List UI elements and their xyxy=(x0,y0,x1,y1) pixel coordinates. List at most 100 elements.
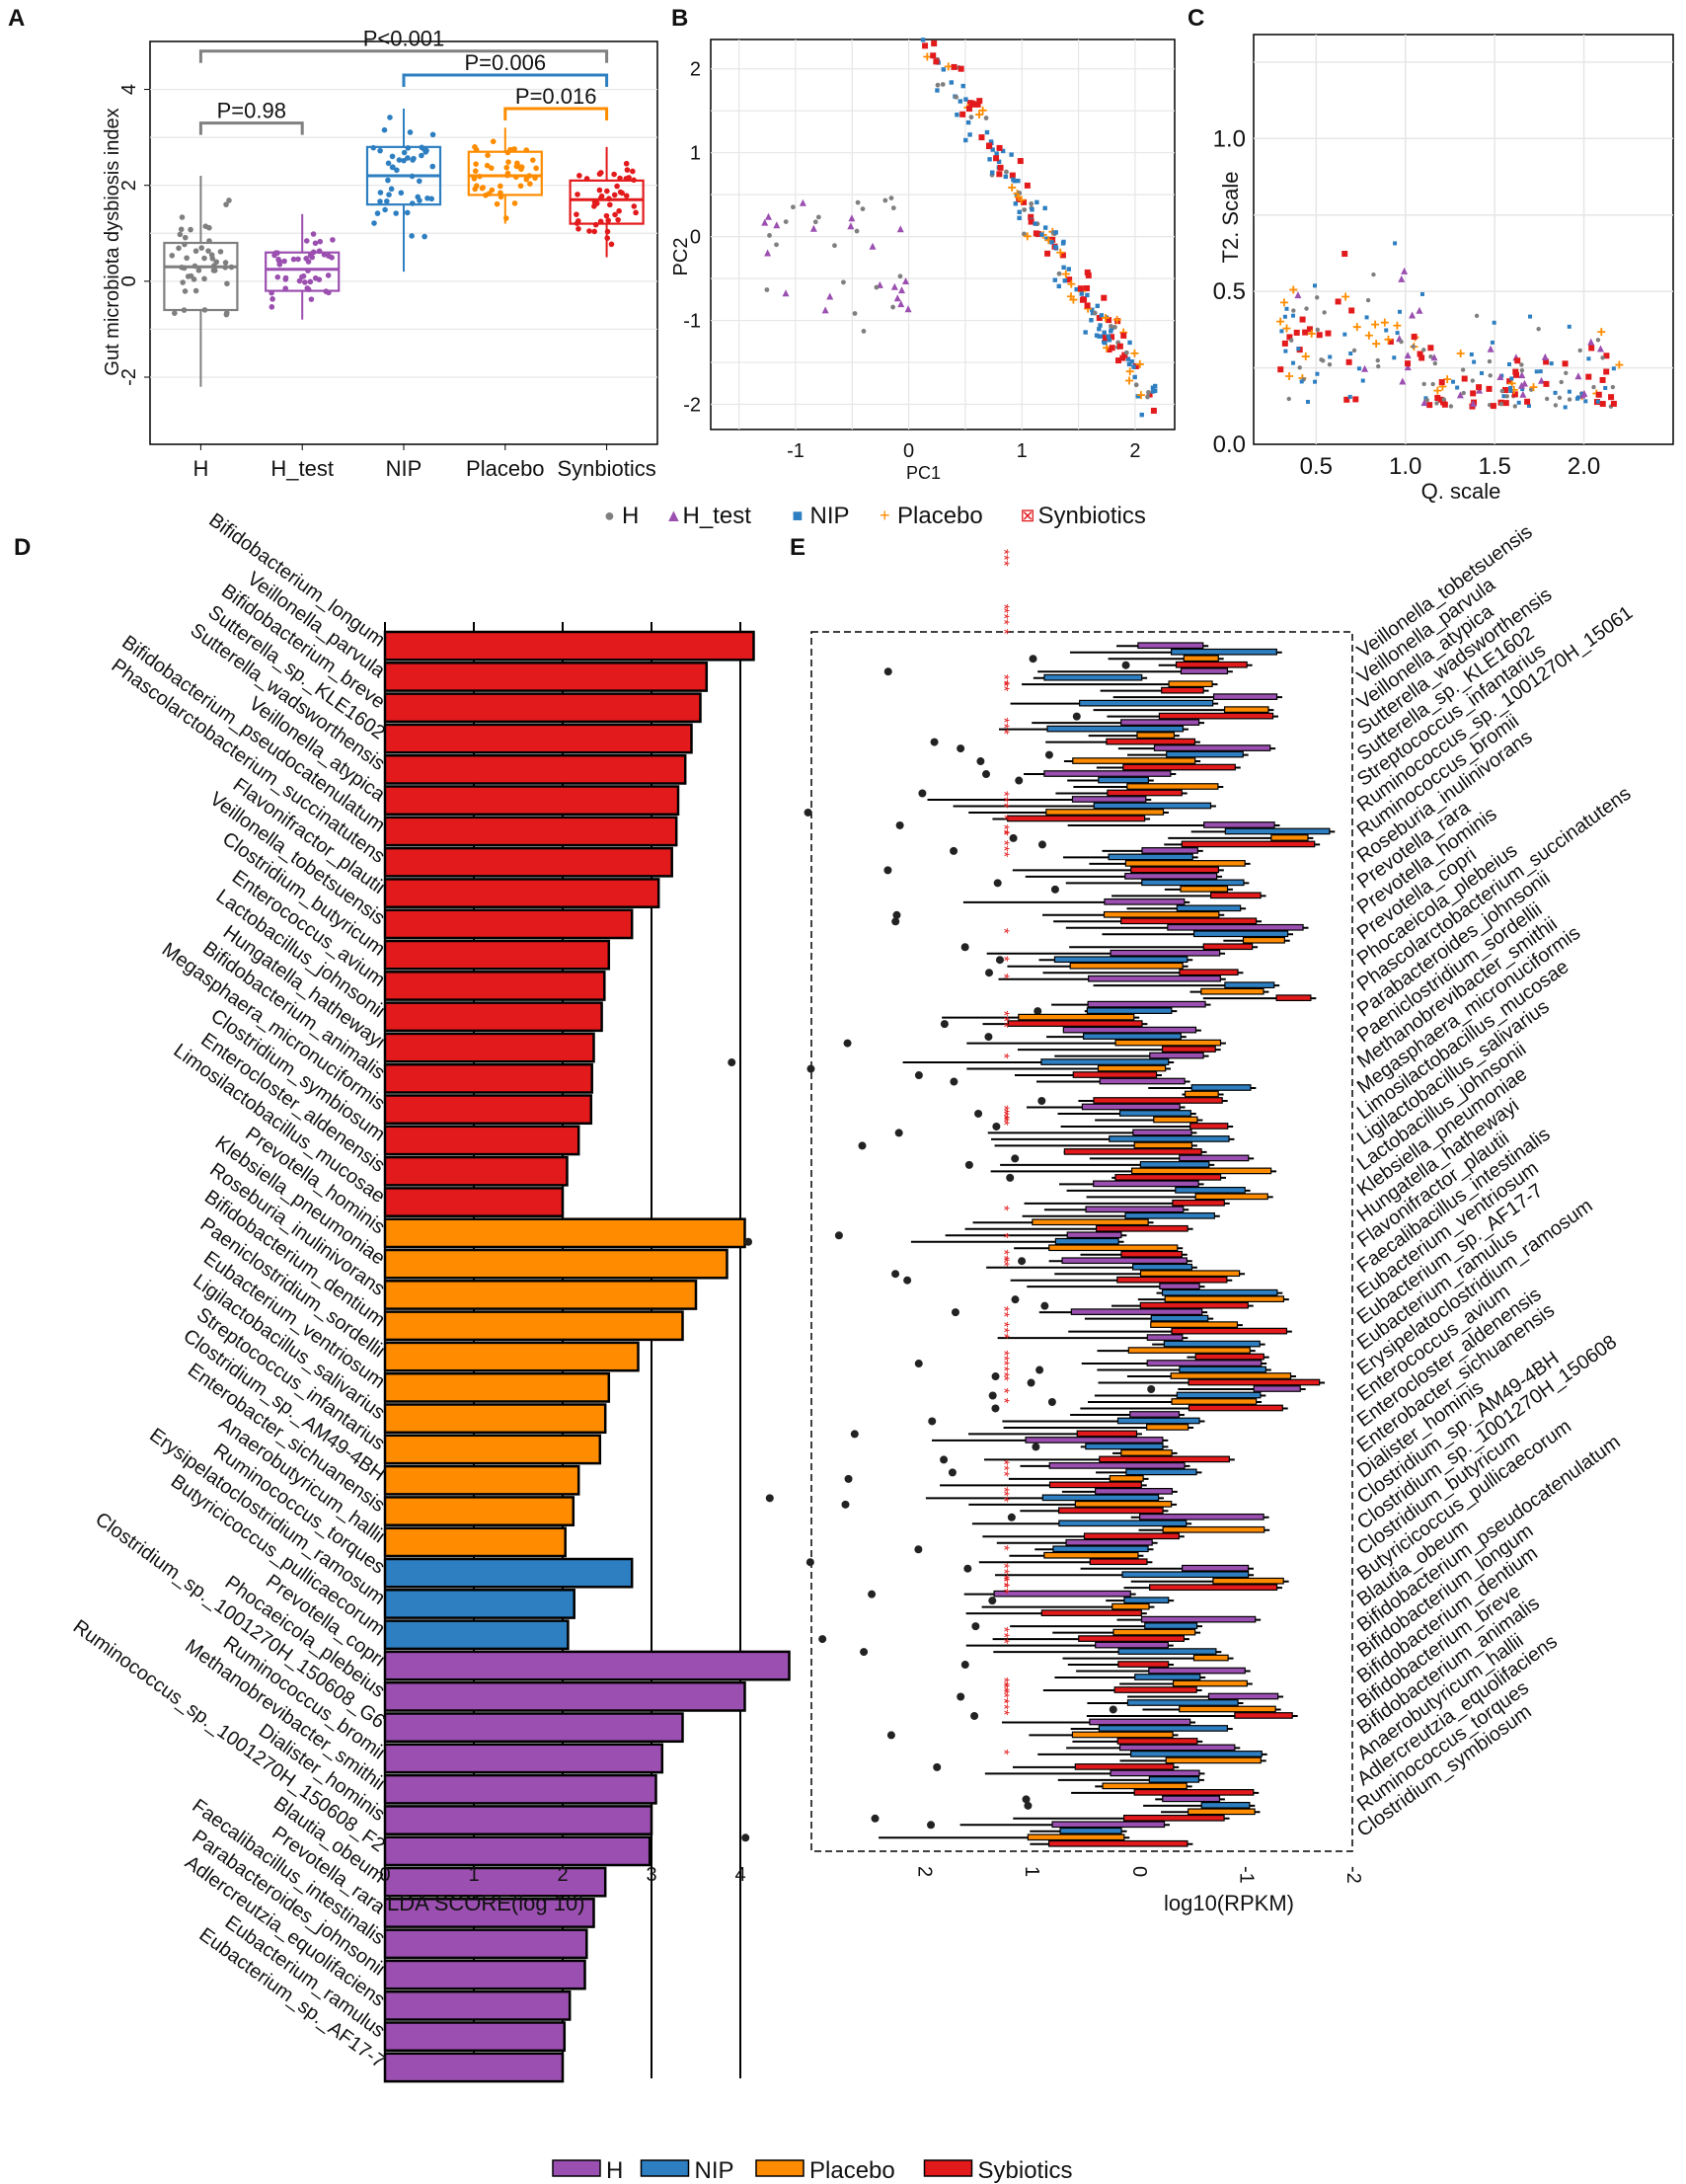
b-point-synbiotics xyxy=(1079,296,1086,303)
e-box xyxy=(1188,1378,1321,1386)
e-box xyxy=(1025,1437,1164,1443)
c-point-h xyxy=(1498,402,1504,407)
c-point-synbiotics xyxy=(1588,345,1595,351)
e-significance-star: *** xyxy=(995,608,1012,626)
e-box xyxy=(1168,680,1213,688)
b-point-nip xyxy=(1089,318,1094,323)
c-point-h xyxy=(1428,354,1433,359)
d-bar-synbiotics xyxy=(383,785,680,817)
a-data-point xyxy=(417,197,422,203)
c-point-nip xyxy=(1283,349,1288,353)
e-significance-star: *** xyxy=(995,1577,1012,1595)
e-significance-star: *** xyxy=(995,1686,1012,1704)
e-box xyxy=(1110,949,1221,957)
e-box xyxy=(1188,1808,1256,1816)
e-box xyxy=(1048,1244,1179,1252)
a-data-point xyxy=(401,149,408,156)
b-point-synbiotics xyxy=(922,42,929,49)
a-data-point xyxy=(596,187,603,194)
e-box xyxy=(1113,1686,1197,1693)
c-point-h xyxy=(1351,348,1357,353)
e-box xyxy=(1183,655,1219,663)
e-outlier xyxy=(1011,1295,1020,1304)
d-bar-synbiotics xyxy=(383,1001,603,1033)
b-point-nip xyxy=(1109,326,1114,332)
a-data-point xyxy=(575,225,581,232)
e-box xyxy=(1175,661,1248,668)
c-point-htest xyxy=(1469,400,1477,408)
c-xtick-label: 1.0 xyxy=(1389,453,1421,480)
a-data-point xyxy=(384,198,390,204)
c-point-nip xyxy=(1506,361,1511,366)
c-point-synbiotics xyxy=(1514,357,1521,364)
e-outlier xyxy=(806,1064,815,1073)
e-box xyxy=(1158,712,1274,720)
e-box xyxy=(1207,1692,1279,1700)
b-point-nip xyxy=(1009,152,1014,157)
b-point-synbiotics xyxy=(1150,407,1157,414)
a-data-point xyxy=(271,252,277,259)
e-box xyxy=(1074,1763,1175,1770)
c-point-placebo xyxy=(1371,320,1380,329)
c-point-htest xyxy=(1541,352,1549,360)
e-significance-star: * xyxy=(995,829,1012,835)
d-bar-h xyxy=(383,1680,746,1712)
a-data-point xyxy=(191,276,197,282)
c-point-h xyxy=(1421,381,1426,387)
d-bar-placebo xyxy=(383,1280,698,1310)
c-point-h xyxy=(1470,378,1476,383)
e-box xyxy=(1150,1321,1239,1328)
a-data-point xyxy=(329,255,335,261)
c-point-nip xyxy=(1291,360,1296,365)
b-point-h xyxy=(968,115,974,120)
b-point-nip xyxy=(984,129,990,135)
b-point-nip xyxy=(965,119,971,125)
a-data-point xyxy=(405,155,411,161)
e-box xyxy=(1096,1224,1188,1232)
d-xtick-label: 2 xyxy=(557,1864,568,1886)
d-bar-h xyxy=(383,1650,791,1681)
a-data-point xyxy=(226,197,232,203)
e-box xyxy=(1007,1020,1143,1027)
e-box xyxy=(1093,1180,1199,1188)
c-point-synbiotics xyxy=(1352,396,1359,403)
d-xtick-label: 0 xyxy=(379,1864,390,1886)
c-point-placebo xyxy=(1279,298,1288,307)
e-box xyxy=(1082,1033,1182,1040)
d-bar-synbiotics xyxy=(383,1155,569,1187)
b-point-synbiotics xyxy=(966,106,973,113)
c-point-nip xyxy=(1611,366,1616,371)
e-outlier xyxy=(963,1564,972,1573)
e-outlier xyxy=(841,1500,850,1509)
e-box xyxy=(1134,1674,1201,1680)
d-bar-synbiotics xyxy=(383,662,709,692)
c-point-htest xyxy=(1416,306,1423,314)
a-data-point xyxy=(410,157,416,163)
c-point-nip xyxy=(1501,394,1506,399)
a-data-point xyxy=(407,129,414,135)
a-data-point xyxy=(330,237,336,243)
c-point-htest xyxy=(1361,364,1369,372)
e-box xyxy=(993,1590,1131,1598)
c-point-nip xyxy=(1384,328,1389,333)
c-point-nip xyxy=(1469,351,1474,356)
a-data-point xyxy=(385,160,392,167)
a-data-point xyxy=(211,268,218,273)
a-ytick-label: -2 xyxy=(118,368,140,386)
d-bar-synbiotics xyxy=(383,692,702,724)
e-box xyxy=(1162,1525,1265,1533)
a-ytick-label: 0 xyxy=(118,275,140,286)
e-box xyxy=(1184,1090,1219,1098)
e-significance-star: *** xyxy=(995,1677,1012,1695)
d-bar-h xyxy=(383,1928,588,1960)
b-point-synbiotics xyxy=(1024,182,1031,189)
e-box xyxy=(1116,1738,1198,1745)
legend-top-label: Synbiotics xyxy=(1038,503,1146,529)
d-bar-synbiotics xyxy=(383,816,678,847)
b-xtick-label: -1 xyxy=(787,440,805,462)
b-point-htest xyxy=(893,294,901,302)
a-data-point xyxy=(616,207,622,214)
b-point-placebo xyxy=(1066,292,1075,301)
panel-a-boxplot: P<0.001 P=0.98 P=0.006 P=0.016 -2 0 2 4 H H_test… xyxy=(102,27,658,481)
